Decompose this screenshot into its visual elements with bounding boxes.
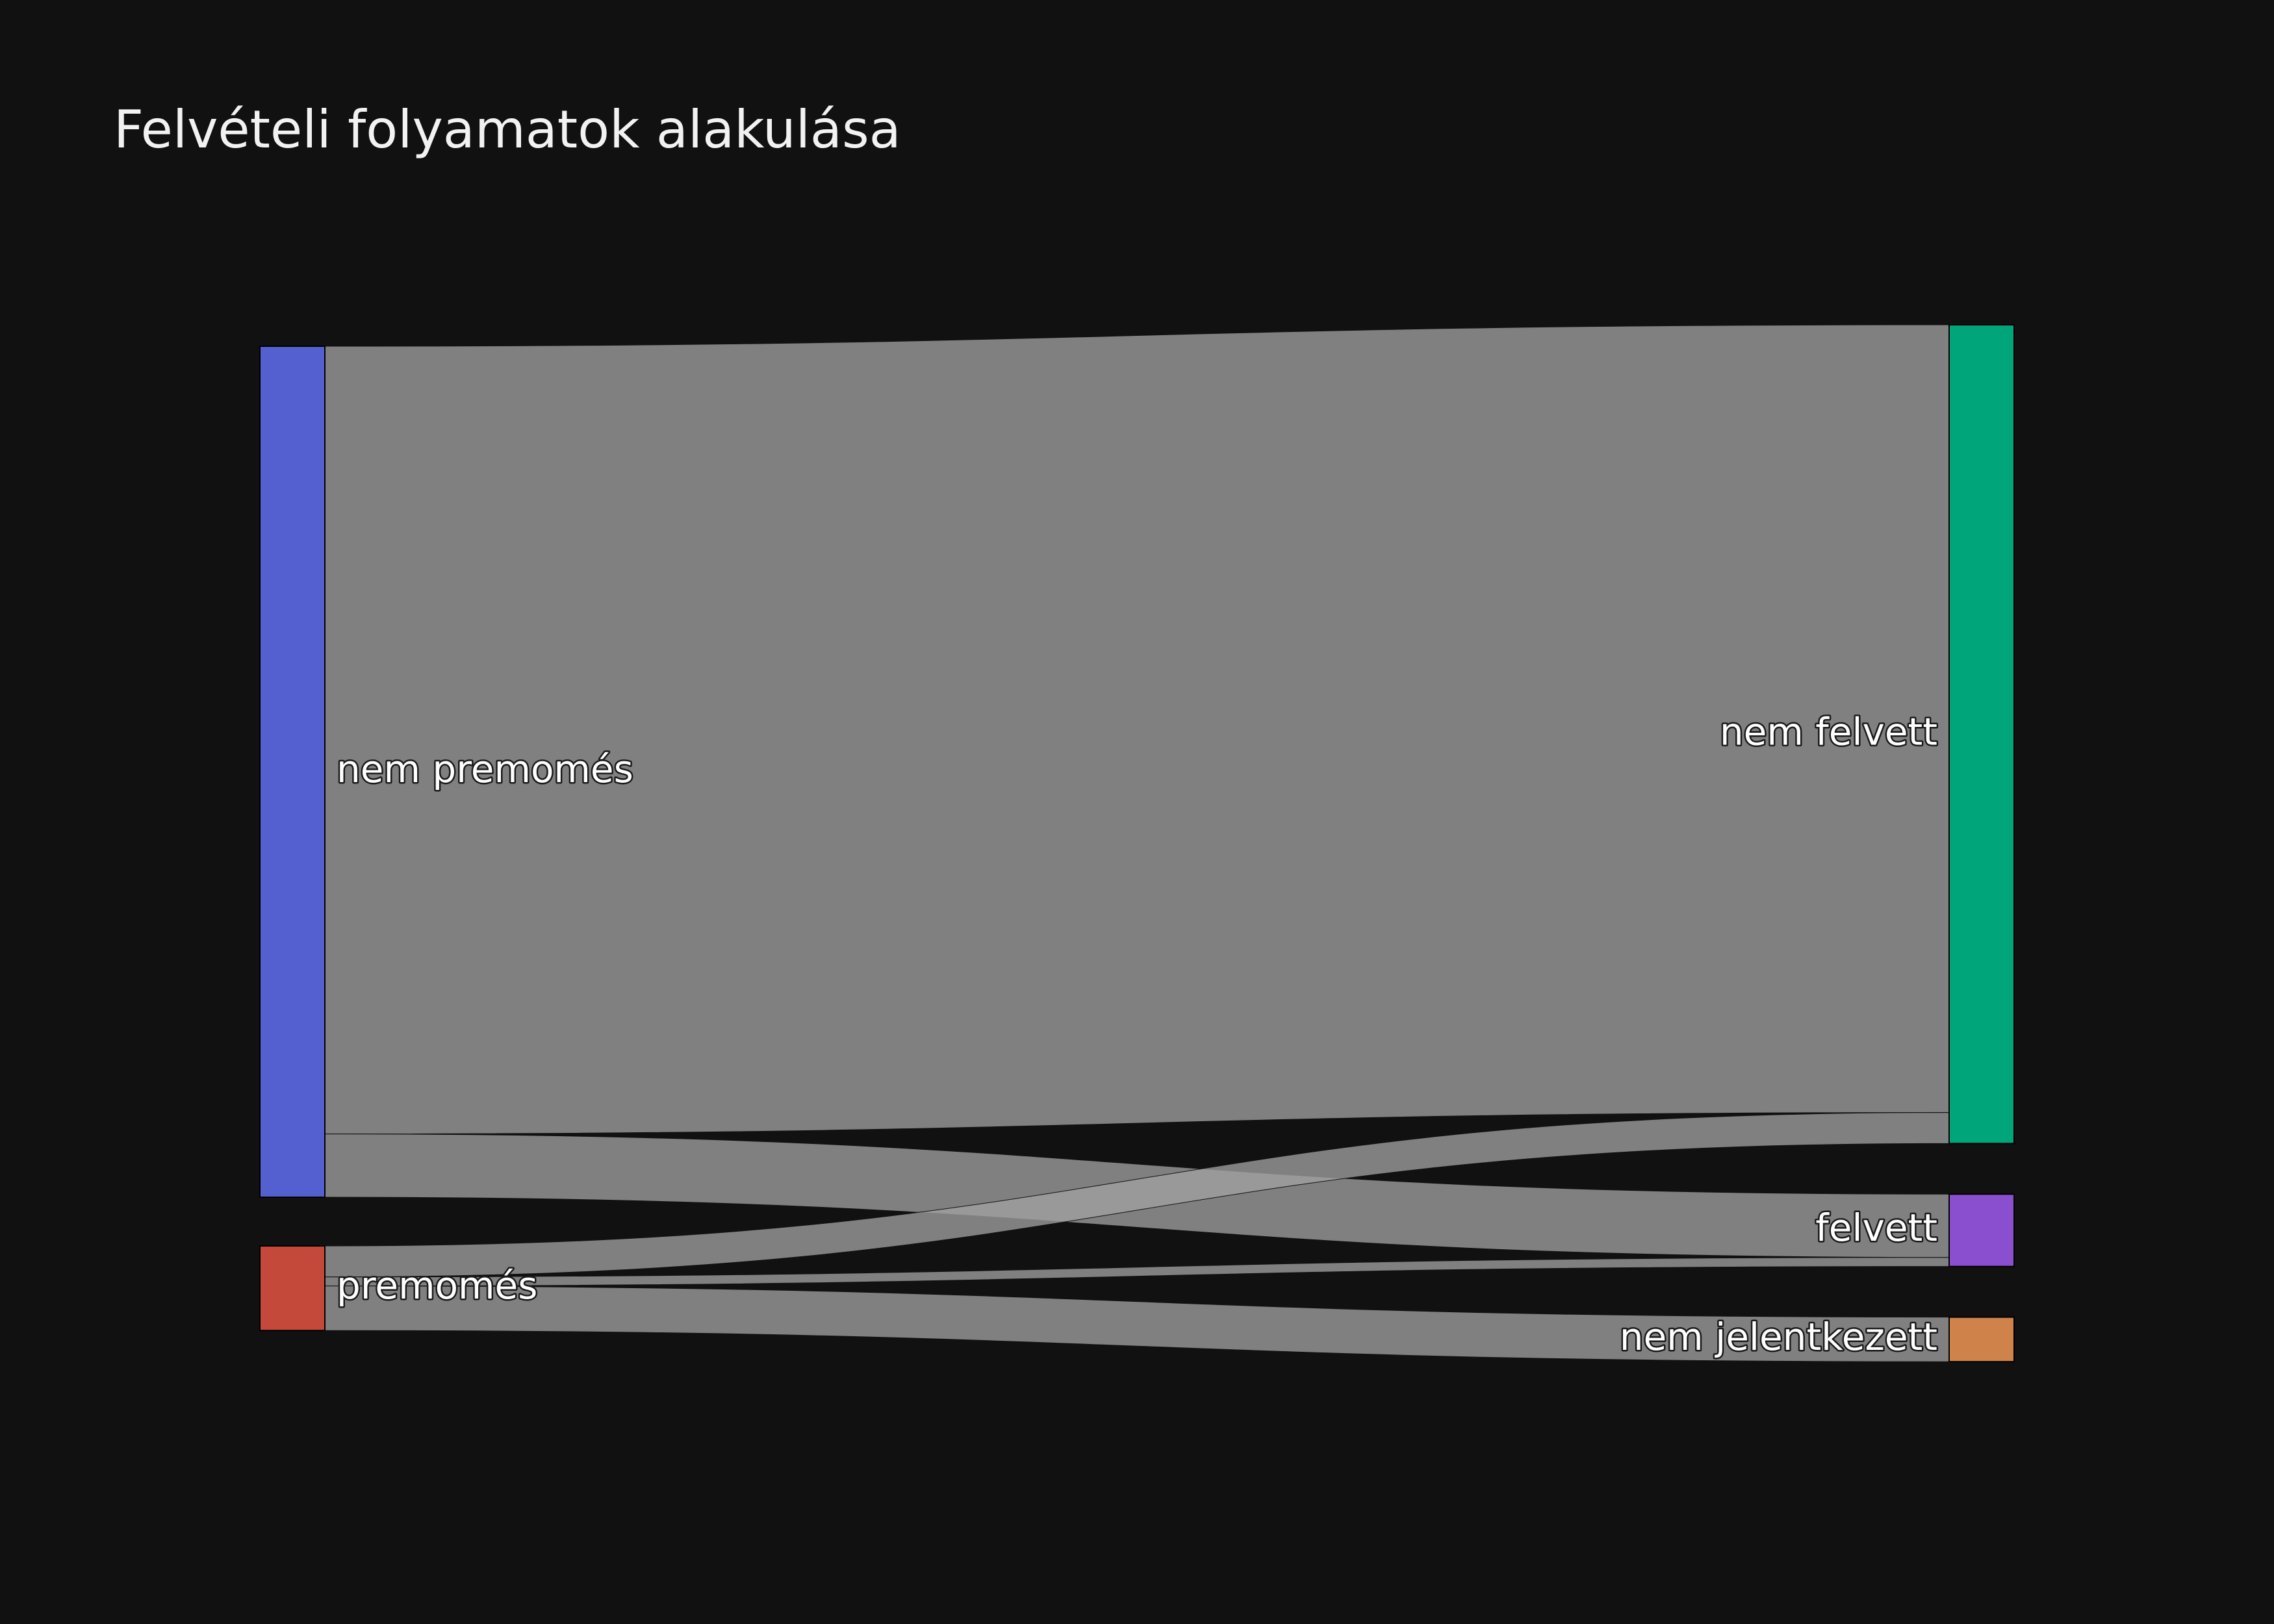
sankey-link-nem_premomes-nem_felvett[interactable] bbox=[324, 324, 1950, 1135]
sankey-node-label-nem_felvett: nem felvett bbox=[1720, 709, 1937, 754]
links-layer bbox=[324, 324, 1950, 1362]
sankey-node-felvett[interactable] bbox=[1948, 1193, 2015, 1267]
labels-layer: nem premomés premomés nem felvett felvett ne… bbox=[335, 708, 1939, 1361]
sankey-node-nem_felvett[interactable] bbox=[1948, 324, 2015, 1145]
nodes-layer bbox=[259, 324, 2015, 1363]
sankey-node-premomes[interactable] bbox=[259, 1245, 326, 1332]
sankey-node-label-nem_premomes: nem premomés bbox=[337, 747, 633, 791]
chart-title: Felvételi folyamatok alakulása bbox=[114, 99, 901, 160]
sankey-node-nem_jelentkezett[interactable] bbox=[1948, 1316, 2015, 1363]
sankey-node-label-premomes: premomés bbox=[337, 1263, 537, 1308]
sankey-node-label-felvett: felvett bbox=[1815, 1206, 1937, 1250]
sankey-node-nem_premomes[interactable] bbox=[259, 346, 326, 1198]
sankey-node-label-nem_jelentkezett: nem jelentkezett bbox=[1620, 1315, 1937, 1359]
